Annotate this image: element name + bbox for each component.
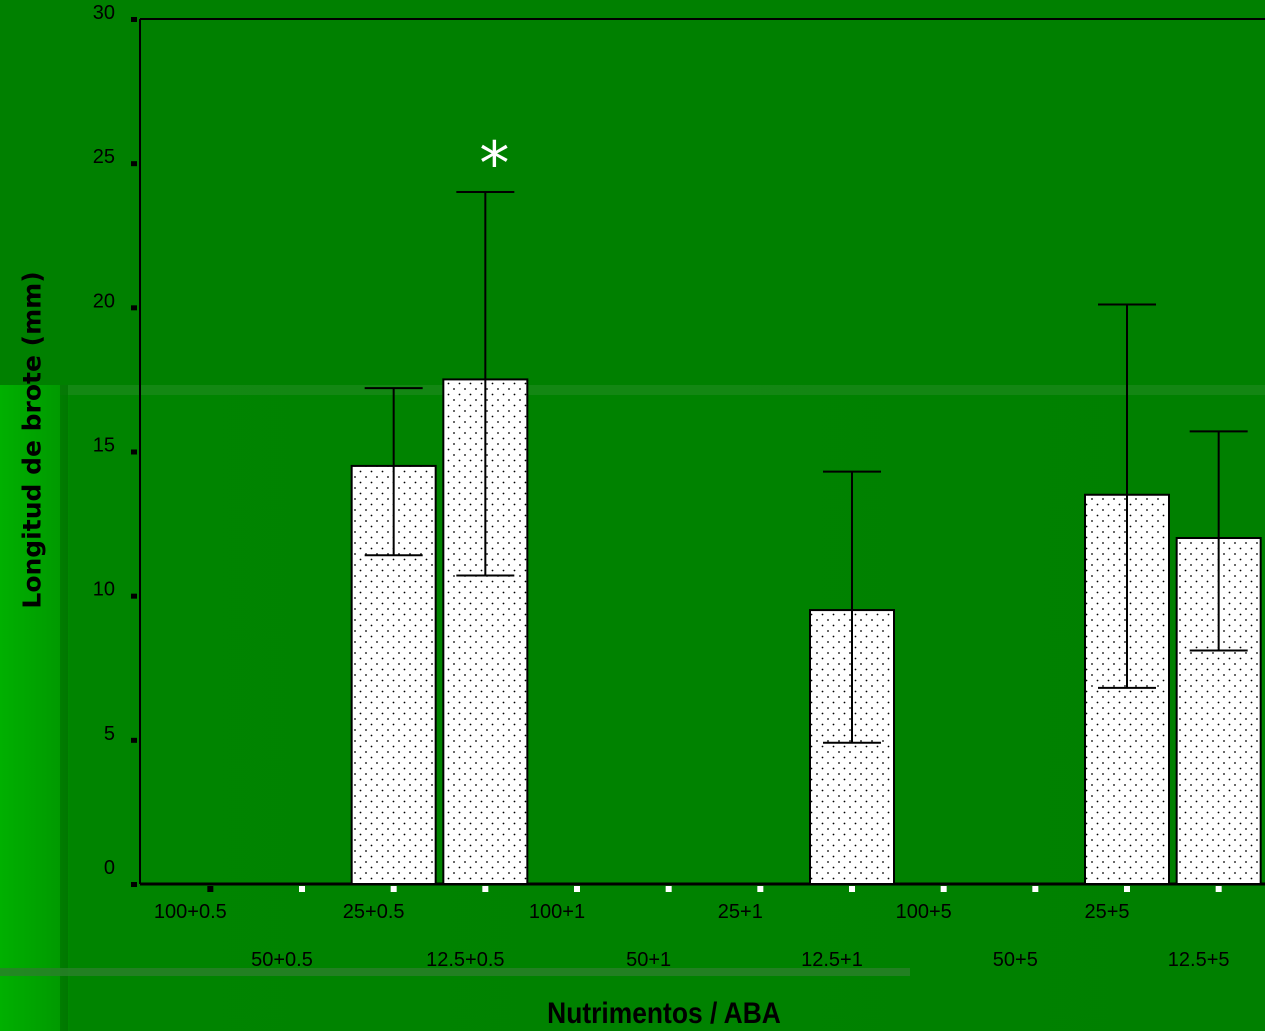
y-tick-mark [131,305,137,311]
y-tick-label: 0 [104,857,115,879]
significance-asterisk: * [479,129,509,199]
y-tick-mark [131,882,137,887]
x-tick-mark [757,886,764,892]
y-tick-label: 15 [93,435,115,457]
x-tick-mark [390,886,397,892]
y-tick-mark [131,449,137,455]
plot-area: 0 5 10 15 20 25 30 100+0.5 50+0.5 25+0.5 12.5+0.5 1… [93,2,1265,971]
x-tick-label: 25+5 [1084,901,1129,923]
y-tick-label: 30 [93,2,115,24]
x-tick-label: 12.5+0.5 [426,949,504,971]
y-tick-mark [131,17,137,22]
x-tick-label: 25+1 [718,901,763,923]
y-tick-label: 5 [104,723,115,745]
y-tick-label: 10 [93,579,115,601]
x-tick-label: 50+1 [626,949,671,971]
x-tick-mark [1124,886,1130,892]
x-tick-mark [665,886,672,892]
x-tick-mark [1215,886,1222,892]
x-tick-mark [482,886,489,892]
x-tick-label: 50+0.5 [251,949,313,971]
background-band [60,385,1265,395]
x-tick-label: 12.5+1 [801,949,863,971]
x-tick-label: 50+5 [993,949,1038,971]
y-tick-mark [131,737,137,743]
x-tick-mark [1032,886,1039,892]
y-tick-mark [131,593,137,599]
x-tick-mark [207,886,214,892]
x-tick-label: 100+1 [529,901,585,923]
x-tick-mark [574,886,580,892]
x-tick-label: 100+0.5 [154,901,227,923]
background-footer-line [0,968,910,976]
x-tick-mark [299,886,305,892]
y-axis-label: Longitud de brote (mm) [17,271,47,609]
background-lower-panel [0,385,1265,1031]
background-vertical-line [60,385,68,1031]
x-axis-label: Nutrimentos / ABA [531,997,797,1031]
y-tick-mark [131,161,137,167]
x-tick-mark [849,886,855,892]
y-tick-label: 20 [93,290,115,312]
y-tick-label: 25 [93,146,115,168]
x-axis-label-text: Nutrimentos / ABA [547,997,781,1030]
x-tick-label: 100+5 [896,901,952,923]
x-tick-mark [940,886,947,892]
x-tick-label: 12.5+5 [1168,949,1230,971]
x-tick-label: 25+0.5 [343,901,405,923]
